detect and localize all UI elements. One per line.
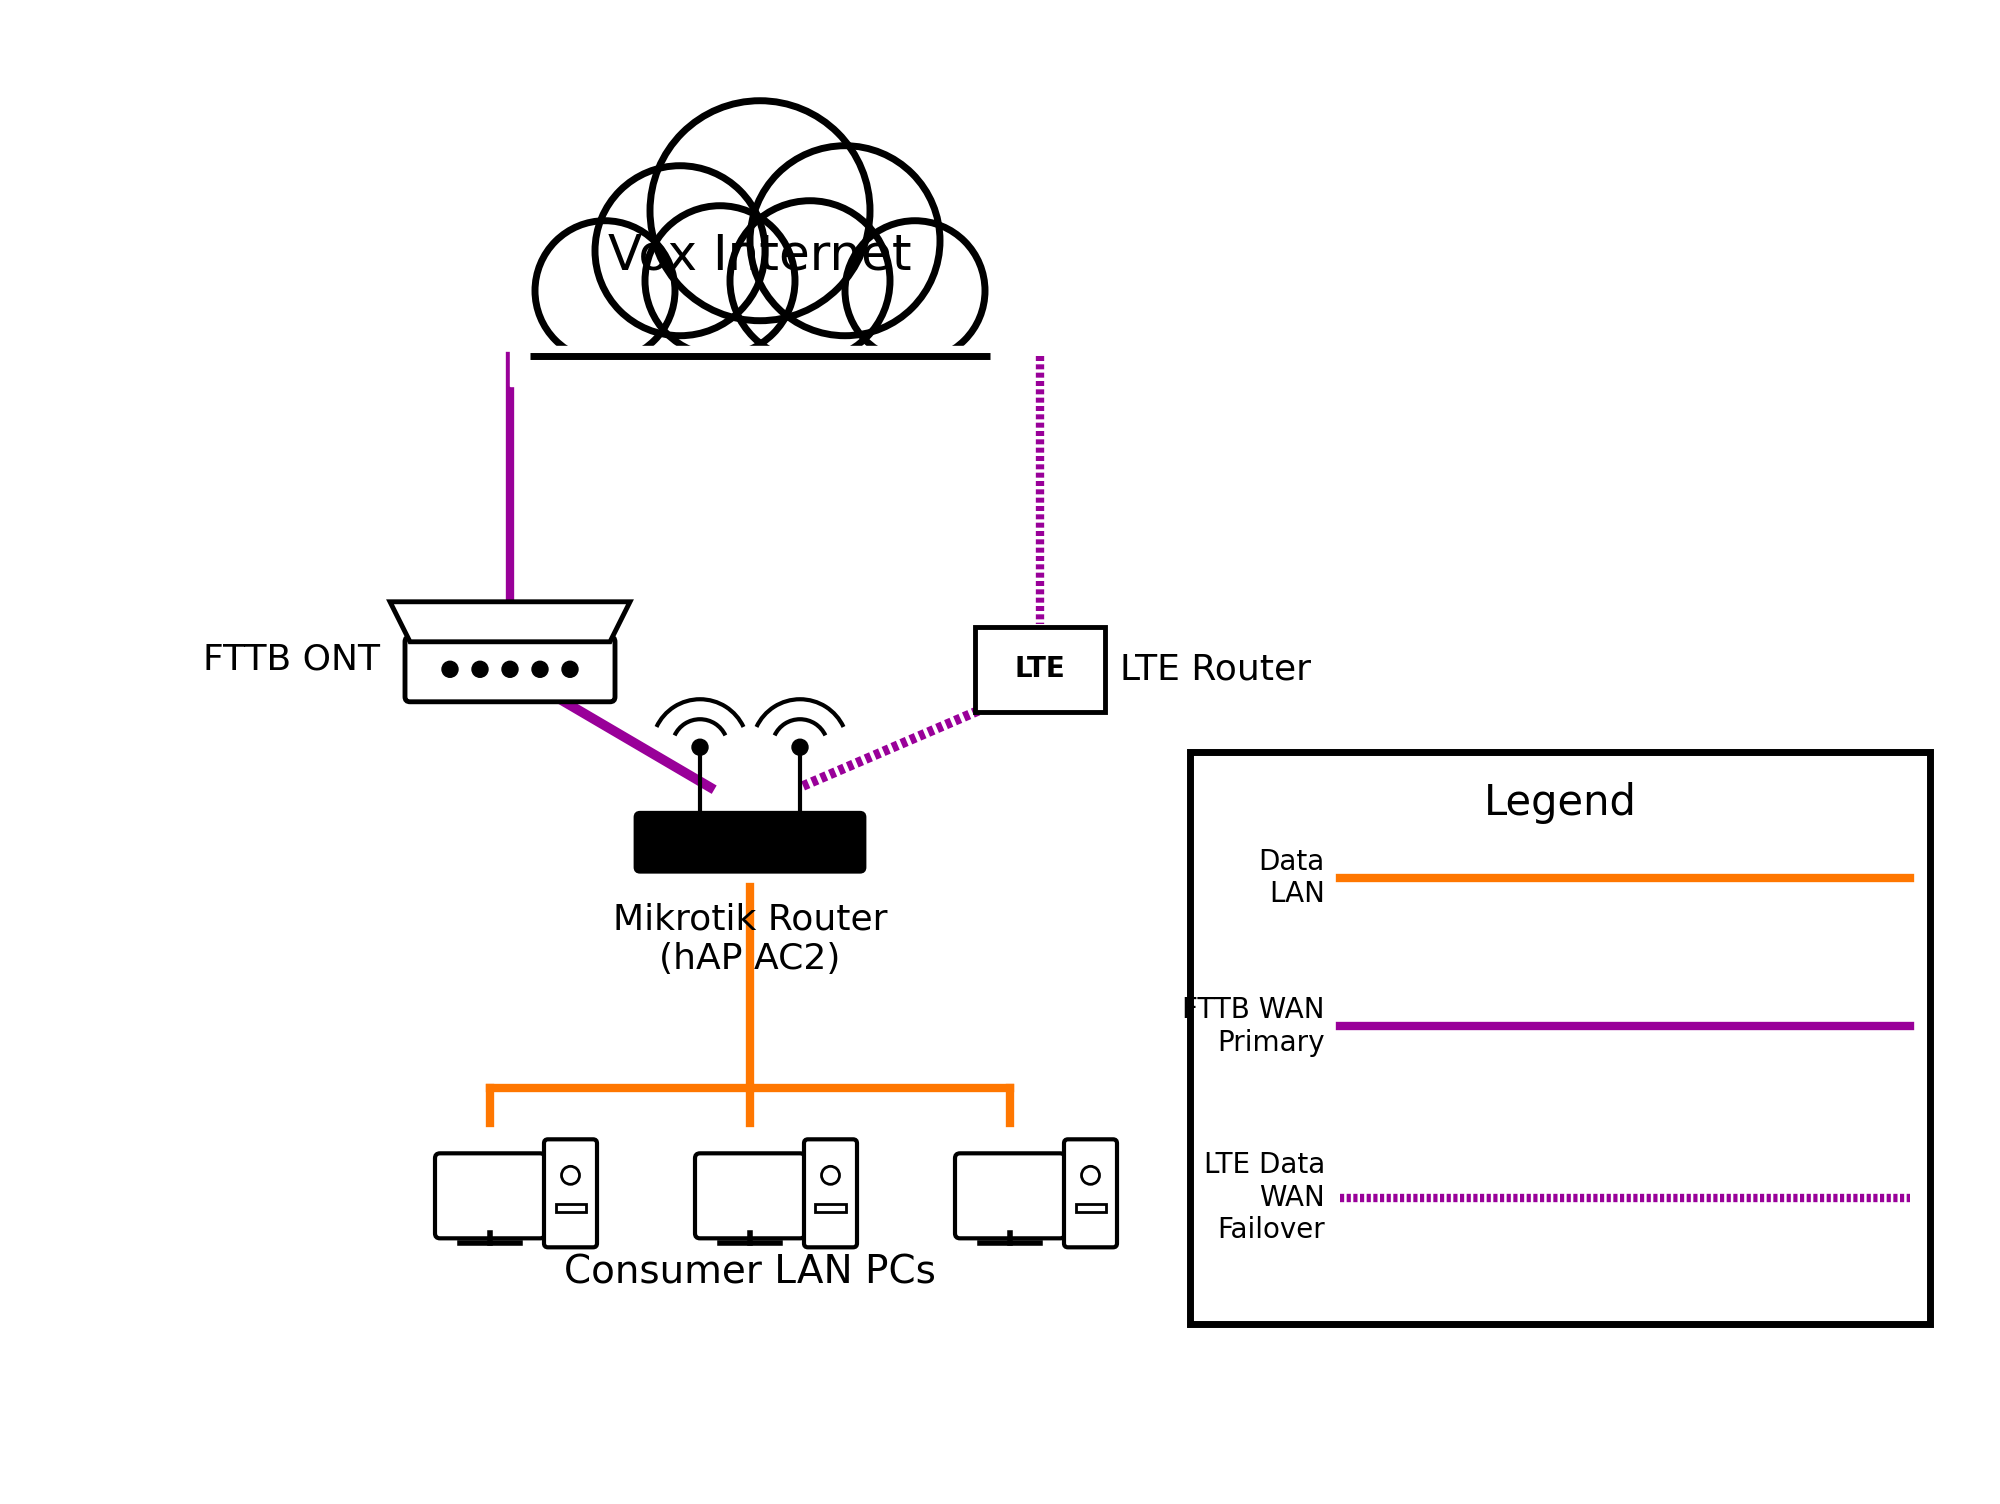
Circle shape [792, 740, 808, 755]
Text: LTE Data
WAN
Failover: LTE Data WAN Failover [1204, 1152, 1324, 1244]
Polygon shape [390, 602, 630, 642]
FancyBboxPatch shape [804, 1140, 856, 1247]
FancyBboxPatch shape [696, 1154, 806, 1238]
Text: Consumer LAN PCs: Consumer LAN PCs [564, 1253, 936, 1292]
FancyBboxPatch shape [1076, 1205, 1106, 1212]
Circle shape [596, 165, 764, 335]
Circle shape [536, 221, 676, 361]
Circle shape [562, 662, 578, 677]
Circle shape [844, 221, 984, 361]
Circle shape [750, 146, 940, 335]
Text: LTE Router: LTE Router [1120, 653, 1312, 686]
FancyBboxPatch shape [436, 1154, 546, 1238]
FancyBboxPatch shape [556, 1205, 586, 1212]
Circle shape [532, 662, 548, 677]
FancyBboxPatch shape [976, 627, 1104, 711]
Text: FTTB ONT: FTTB ONT [204, 642, 380, 677]
Text: FTTB WAN
Primary: FTTB WAN Primary [1182, 996, 1324, 1056]
FancyBboxPatch shape [636, 812, 864, 872]
Circle shape [442, 662, 458, 677]
FancyBboxPatch shape [1190, 752, 1930, 1324]
Text: Vox Internet: Vox Internet [608, 232, 912, 280]
FancyBboxPatch shape [544, 1140, 598, 1247]
Circle shape [650, 101, 870, 320]
FancyBboxPatch shape [956, 1154, 1064, 1238]
FancyBboxPatch shape [510, 346, 1010, 385]
Circle shape [472, 662, 488, 677]
Text: LTE: LTE [1014, 656, 1066, 683]
Text: Mikrotik Router
(hAP AC2): Mikrotik Router (hAP AC2) [612, 902, 888, 976]
FancyBboxPatch shape [816, 1205, 846, 1212]
Circle shape [502, 662, 518, 677]
Circle shape [644, 206, 794, 356]
Circle shape [730, 200, 890, 361]
FancyBboxPatch shape [404, 636, 616, 702]
FancyBboxPatch shape [1064, 1140, 1116, 1247]
Text: Legend: Legend [1484, 782, 1636, 824]
Text: Data
LAN: Data LAN [1258, 848, 1324, 908]
Circle shape [692, 740, 708, 755]
